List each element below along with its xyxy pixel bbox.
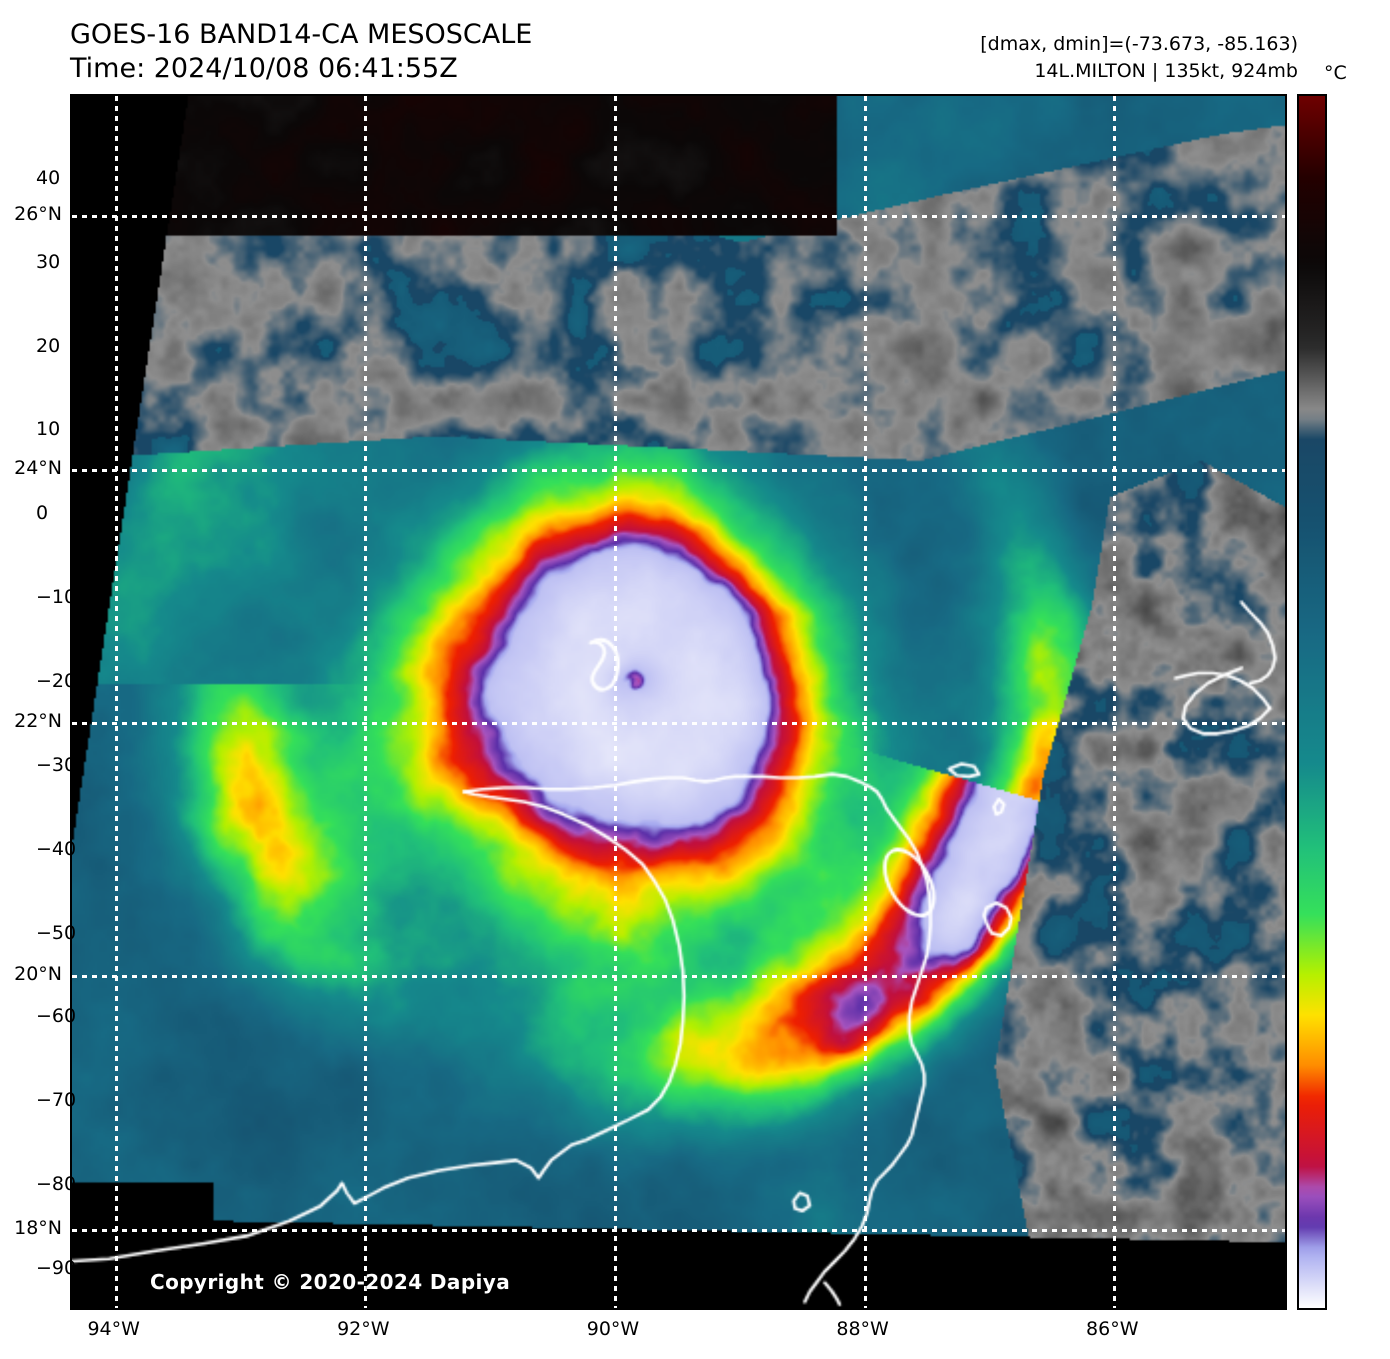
y-tick-label: 18°N: [14, 1216, 62, 1239]
colorbar-unit-label: °C: [1324, 62, 1347, 84]
colorbar-tick-label: −60: [36, 1005, 77, 1028]
x-tick-label: 92°W: [337, 1318, 390, 1340]
colorbar-tick-label: 10: [36, 418, 61, 441]
x-tick-label: 94°W: [87, 1318, 140, 1340]
y-tick-label: 20°N: [14, 963, 62, 986]
colorbar-tick-label: −90: [36, 1257, 77, 1280]
colorbar-tick-label: −20: [36, 670, 77, 693]
colorbar-tick-label: −70: [36, 1089, 77, 1112]
satellite-imagery-canvas: [72, 96, 1285, 1308]
colorbar-tick-label: −80: [36, 1173, 77, 1196]
colorbar-tick-label: 40: [36, 166, 61, 189]
colorbar-tick-label: −40: [36, 837, 77, 860]
y-tick-label: 22°N: [14, 710, 62, 732]
colorbar-gradient: [1297, 94, 1327, 1310]
colorbar-tick-label: 30: [36, 250, 61, 273]
storm-info-label: 14L.MILTON | 135kt, 924mb: [1034, 60, 1298, 82]
x-tick-label: 86°W: [1086, 1318, 1139, 1340]
y-tick-label: 26°N: [14, 203, 62, 226]
colorbar-tick-label: −30: [36, 753, 77, 776]
satellite-image-plot: Copyright © 2020-2024 Dapiya: [70, 94, 1287, 1310]
colorbar-tick-label: −10: [36, 586, 77, 609]
page-title: GOES-16 BAND14-CA MESOSCALE: [70, 19, 533, 50]
colorbar-tick-label: 20: [36, 334, 61, 357]
dmax-dmin-label: [dmax, dmin]=(-73.673, -85.163): [980, 33, 1298, 55]
colorbar-tick-label: −50: [36, 921, 77, 944]
x-tick-label: 90°W: [586, 1318, 640, 1340]
timestamp-line: Time: 2024/10/08 06:41:55Z: [70, 53, 458, 84]
header-right-block: [dmax, dmin]=(-73.673, -85.163) 14L.MILT…: [980, 31, 1298, 85]
copyright-notice: Copyright © 2020-2024 Dapiya: [150, 1270, 511, 1294]
y-tick-label: 24°N: [14, 456, 62, 479]
colorbar-tick-label: 0: [36, 502, 49, 525]
colorbar: [1297, 94, 1327, 1310]
x-tick-label: 88°W: [836, 1318, 889, 1340]
header-left-block: GOES-16 BAND14-CA MESOSCALE Time: 2024/1…: [70, 18, 532, 86]
